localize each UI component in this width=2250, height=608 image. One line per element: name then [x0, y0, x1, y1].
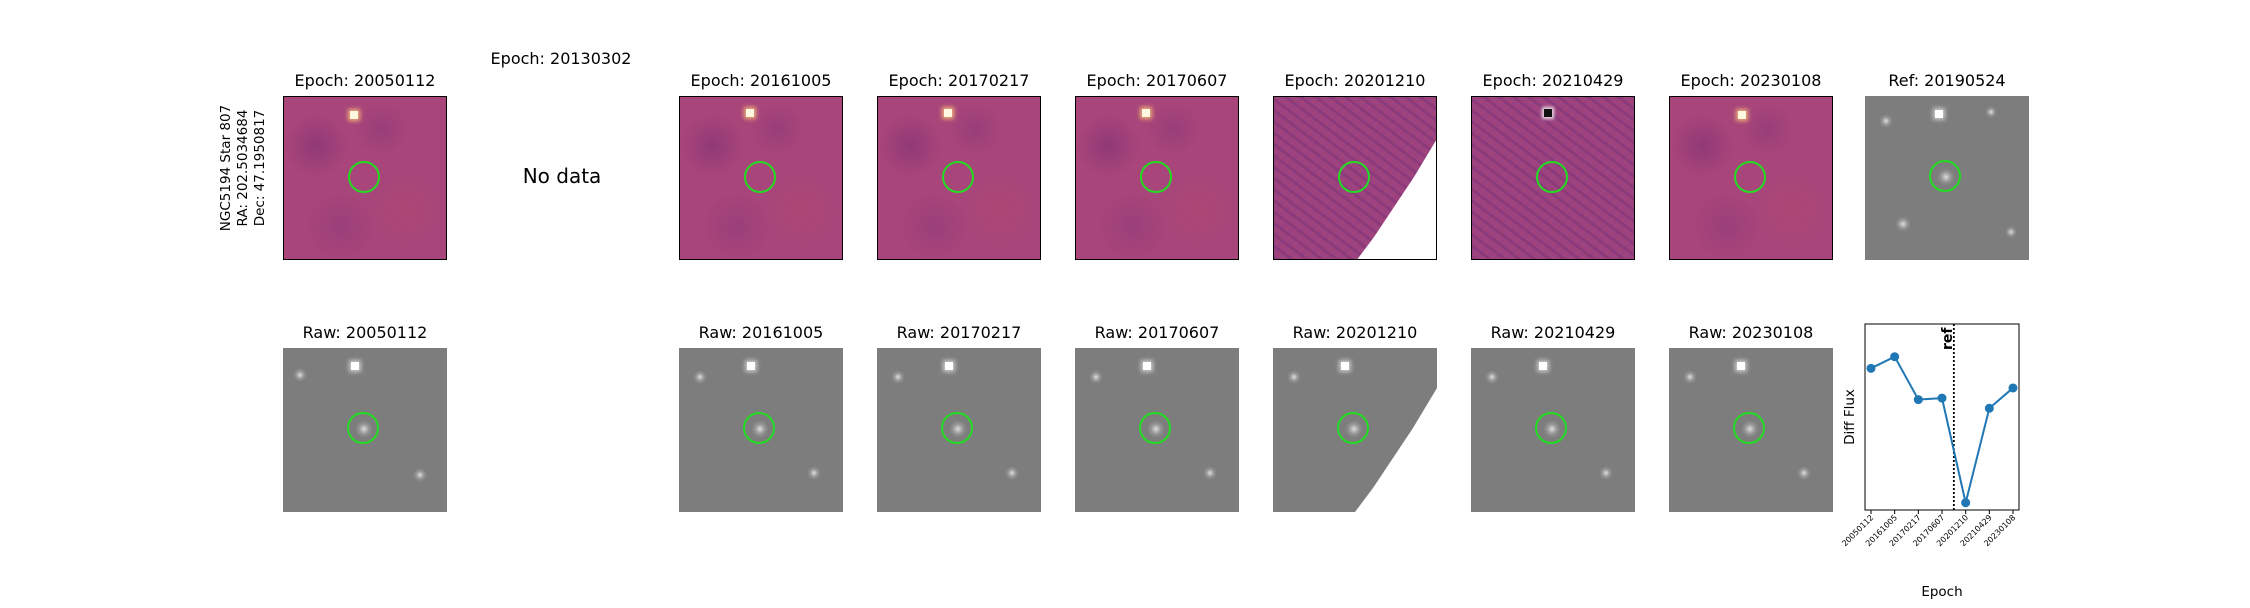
bright-source	[944, 109, 952, 117]
star-name: NGC5194 Star 807	[218, 93, 235, 243]
star-blob	[1879, 114, 1893, 128]
diff-image-panel	[1669, 96, 1833, 260]
bright-source	[350, 111, 358, 119]
bright-source	[1544, 109, 1552, 117]
bright-source	[747, 362, 755, 370]
panel-title: Ref: 20190524	[1827, 72, 2067, 90]
data-point	[1985, 404, 1994, 413]
series-line	[1871, 357, 2013, 503]
bright-source	[1935, 110, 1943, 118]
target-circle	[1536, 161, 1568, 193]
light-curve-chart: ref 200501122016100520170217201706072020…	[1840, 318, 2020, 608]
diff-image-panel	[1075, 96, 1239, 260]
x-axis-label: Epoch	[1921, 584, 1962, 600]
star-ra: RA: 202.5034684	[235, 93, 252, 243]
raw-image-panel	[679, 348, 843, 512]
target-circle	[347, 412, 379, 444]
data-point	[1938, 394, 1947, 403]
star-blob	[807, 466, 821, 480]
star-blob	[1485, 370, 1499, 384]
data-points	[1867, 352, 2018, 507]
diff-image-panel	[877, 96, 1041, 260]
target-circle	[1734, 161, 1766, 193]
diff-image-panel	[679, 96, 843, 260]
diff-image-panel	[1273, 96, 1437, 260]
raw-image-panel	[1471, 348, 1635, 512]
x-tick-labels: 2005011220161005201702172017060720201210…	[1840, 510, 2017, 548]
diff-image-panel	[283, 96, 447, 260]
star-blob	[1089, 370, 1103, 384]
star-blob	[1895, 216, 1911, 232]
target-circle	[1140, 161, 1172, 193]
star-info-label: NGC5194 Star 807 RA: 202.5034684 Dec: 47…	[218, 93, 269, 243]
target-circle	[1535, 412, 1567, 444]
data-point	[1867, 364, 1876, 373]
plot-frame	[1865, 324, 2019, 510]
raw-image-panel	[1075, 348, 1239, 512]
target-circle	[743, 412, 775, 444]
no-data-text: No data	[462, 164, 662, 188]
data-point	[1961, 498, 1970, 507]
target-circle	[348, 161, 380, 193]
bright-source	[1142, 109, 1150, 117]
data-point	[1890, 352, 1899, 361]
ref-marker-label: ref	[1940, 327, 1956, 350]
panel-title: Epoch: 20130302	[441, 50, 681, 68]
star-blob	[1683, 370, 1697, 384]
raw-image-panel	[877, 348, 1041, 512]
target-circle	[1139, 412, 1171, 444]
target-circle	[1929, 160, 1961, 192]
star-blob	[1797, 466, 1811, 480]
raw-image-panel	[1669, 348, 1833, 512]
raw-image-panel	[283, 348, 447, 512]
star-blob	[1203, 466, 1217, 480]
star-blob	[1599, 466, 1613, 480]
panel-title: Raw: 20230108	[1631, 324, 1871, 342]
y-axis-label: Diff Flux	[1842, 389, 1858, 445]
target-circle	[744, 161, 776, 193]
reference-image-panel	[1865, 96, 2029, 260]
bright-source	[351, 362, 359, 370]
bright-source	[1737, 362, 1745, 370]
data-point	[2009, 383, 2018, 392]
star-blob	[1005, 466, 1019, 480]
star-blob	[693, 370, 707, 384]
star-dec: Dec: 47.1950817	[252, 93, 269, 243]
data-point	[1914, 395, 1923, 404]
star-blob	[891, 370, 905, 384]
raw-image-panel	[1273, 348, 1437, 512]
star-blob	[413, 468, 427, 482]
panel-title: Epoch: 20050112	[245, 72, 485, 90]
bright-source	[1539, 362, 1547, 370]
target-circle	[941, 412, 973, 444]
bright-source	[945, 362, 953, 370]
star-blob	[293, 368, 307, 382]
target-circle	[1733, 412, 1765, 444]
star-blob	[1985, 106, 1997, 118]
bright-source	[1738, 111, 1746, 119]
panel-title: Raw: 20050112	[245, 324, 485, 342]
target-circle	[1338, 161, 1370, 193]
diff-image-panel	[1471, 96, 1635, 260]
bright-source	[746, 109, 754, 117]
target-circle	[1337, 412, 1369, 444]
target-circle	[942, 161, 974, 193]
star-blob	[2005, 226, 2017, 238]
bright-source	[1143, 362, 1151, 370]
